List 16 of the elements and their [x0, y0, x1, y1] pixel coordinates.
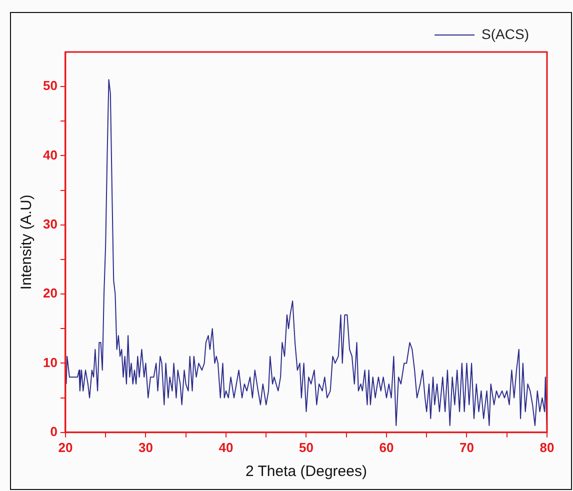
y-tick-label: 30 — [42, 216, 58, 232]
x-tick-label: 20 — [58, 440, 73, 455]
y-axis-title: Intensity (A.U) — [18, 194, 36, 290]
x-tick-label: 60 — [379, 440, 394, 455]
y-tick-label: 20 — [42, 286, 58, 301]
x-tick-label: 70 — [460, 440, 474, 455]
y-tick-label: 40 — [42, 147, 58, 162]
x-tick-label: 50 — [298, 440, 314, 455]
x-axis-title: 2 Theta (Degrees) — [246, 463, 367, 480]
y-tick-label: 0 — [50, 424, 58, 439]
x-tick-label: 80 — [540, 440, 554, 455]
y-tick-label: 10 — [42, 354, 58, 370]
x-tick-label: 30 — [138, 440, 153, 455]
x-tick-label: 40 — [218, 440, 234, 455]
legend-label: S(ACS) — [482, 26, 530, 42]
y-tick-label: 50 — [42, 78, 58, 94]
